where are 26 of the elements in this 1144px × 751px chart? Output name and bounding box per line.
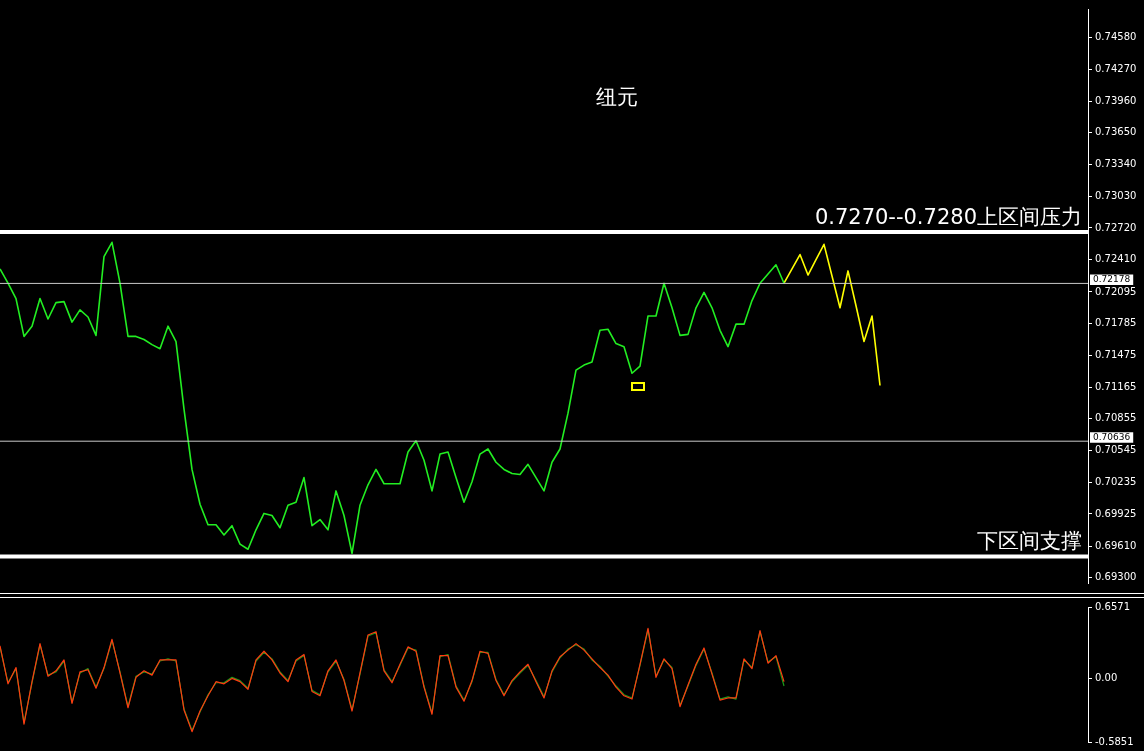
- text: 纽元: [595, 85, 638, 110]
- y-tick-label: 0.71785: [1095, 317, 1137, 329]
- y-tick-label: 0.70235: [1095, 475, 1137, 487]
- y-tick-label: 0.70545: [1095, 444, 1137, 456]
- y-tick-label: 0.69610: [1095, 539, 1137, 551]
- y-tick-label: 0.71475: [1095, 348, 1137, 360]
- y-tick-label: 0.72410: [1095, 253, 1137, 265]
- y-tick-label: 0.72720: [1095, 221, 1137, 233]
- y-tick-label: 0.73340: [1095, 158, 1137, 170]
- y-tick-label: 0.74580: [1095, 31, 1137, 43]
- y-tick-label: 0.00: [1095, 672, 1118, 684]
- y-tick-label: 0.70855: [1095, 412, 1137, 424]
- y-tick-label: 0.6571: [1095, 600, 1130, 612]
- ref-line-label: 0.70636: [1093, 431, 1131, 442]
- y-tick-label: 0.74270: [1095, 62, 1137, 74]
- y-tick-label: 0.73030: [1095, 189, 1137, 201]
- y-tick-label: -0.5851: [1095, 735, 1134, 747]
- y-tick-label: 0.72095: [1095, 285, 1137, 297]
- y-tick-label: 0.69300: [1095, 571, 1137, 583]
- ref-line-label: 0.72178: [1093, 274, 1131, 285]
- ref-line-label: 下区间支撑: [977, 529, 1082, 554]
- ref-line-label: 0.7270--0.7280上区间压力: [814, 205, 1082, 230]
- y-tick-label: 0.69925: [1095, 507, 1137, 519]
- y-tick-label: 0.71165: [1095, 380, 1137, 392]
- y-tick-label: 0.73960: [1095, 94, 1137, 106]
- y-tick-label: 0.73650: [1095, 126, 1137, 138]
